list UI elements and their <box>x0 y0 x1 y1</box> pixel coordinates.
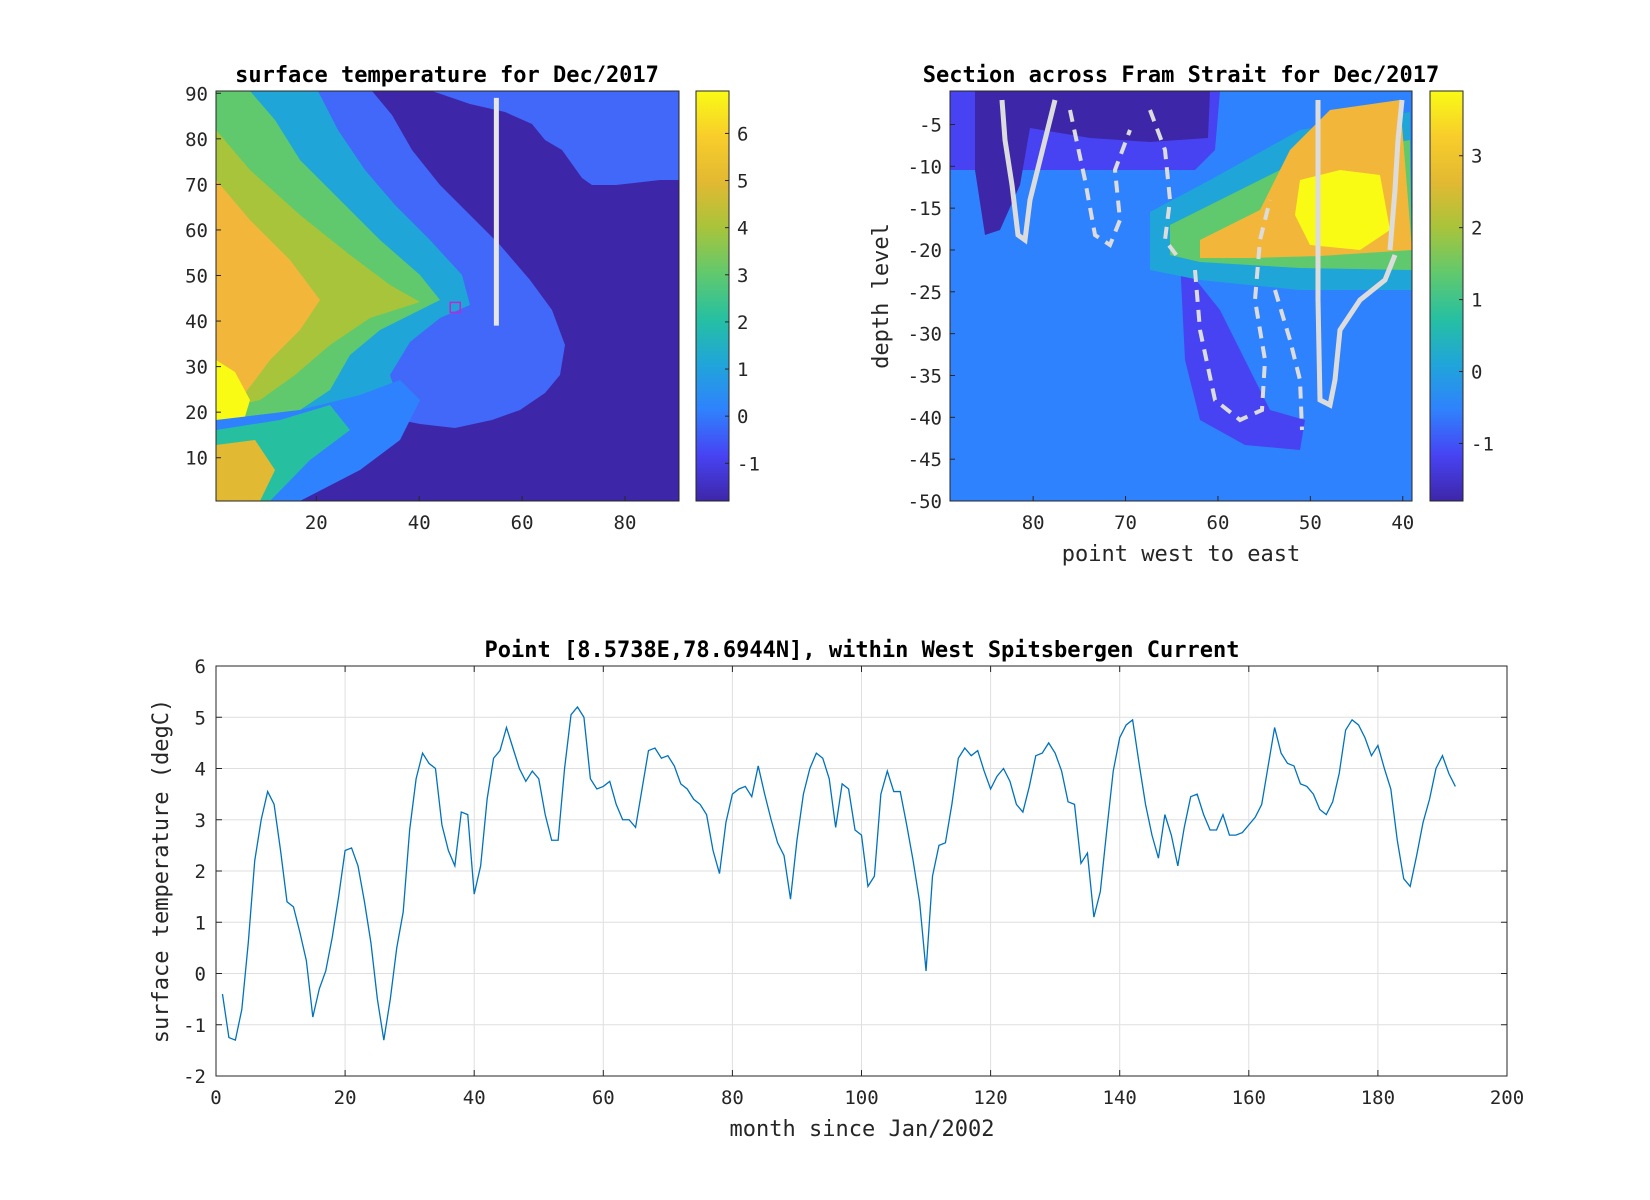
section-colorbar-tick-label: 3 <box>1471 146 1482 168</box>
section-yellow-core <box>1295 170 1390 250</box>
section-coldest-top <box>975 91 1210 235</box>
map-ytick-label: 60 <box>185 220 208 242</box>
map-field <box>216 91 679 501</box>
timeseries-xtick-label: 120 <box>973 1087 1007 1109</box>
timeseries-xlabel: month since Jan/2002 <box>730 1117 995 1142</box>
timeseries-xtick-label: 200 <box>1490 1087 1524 1109</box>
timeseries-grid <box>216 666 1507 1076</box>
map-ticks: 20 40 60 80 10 20 30 40 50 60 70 80 90 <box>185 83 636 534</box>
map-ytick-label: 70 <box>185 174 208 196</box>
timeseries-ytick-label: 2 <box>195 861 206 883</box>
timeseries-xtick-label: 60 <box>592 1087 615 1109</box>
map-colorbar-tick-label: 5 <box>737 171 748 193</box>
section-ytick-label: -45 <box>908 449 942 471</box>
map-colorbar <box>695 90 730 502</box>
timeseries-panel: Point [8.5738E,78.6944N], within West Sp… <box>149 638 1524 1142</box>
map-ytick-label: 30 <box>185 357 208 379</box>
section-xtick-label: 70 <box>1114 512 1137 534</box>
timeseries-ytick-label: 5 <box>195 707 206 729</box>
timeseries-ytick-label: -1 <box>183 1015 206 1037</box>
section-ytick-label: -35 <box>908 365 942 387</box>
section-ytick-label: -20 <box>908 240 942 262</box>
map-ytick-label: 50 <box>185 266 208 288</box>
section-xlabel: point west to east <box>1062 542 1300 567</box>
timeseries-xtick-label: 80 <box>721 1087 744 1109</box>
section-ytick-label: -25 <box>908 282 942 304</box>
map-colorbar-tick-label: 0 <box>737 406 748 428</box>
section-colorbar-ticks: -1 0 1 2 3 <box>1459 146 1494 455</box>
section-cold-pocket <box>1180 260 1305 450</box>
section-ytick-label: -15 <box>908 198 942 220</box>
timeseries-ytick-label: 4 <box>195 759 206 781</box>
map-ytick-label: 80 <box>185 129 208 151</box>
timeseries-ytick-label: 3 <box>195 810 206 832</box>
map-xtick-label: 20 <box>305 512 328 534</box>
map-xtick-label: 40 <box>408 512 431 534</box>
section-ticks: 80 70 60 50 40 -5 -10 -15 -20 -25 -30 -35 -40 -45 -50 <box>908 114 1415 534</box>
map-colorbar-tick-label: 6 <box>737 123 748 145</box>
timeseries-ylabel: surface temperature (degC) <box>149 699 174 1043</box>
timeseries-xtick-label: 20 <box>334 1087 357 1109</box>
map-colorbar-tick-label: -1 <box>737 453 760 475</box>
map-colorbar-ticks: -1 0 1 2 3 4 5 6 <box>725 123 760 475</box>
map-axes-box <box>215 90 680 502</box>
map-xtick-label: 60 <box>511 512 534 534</box>
section-ytick-label: -30 <box>908 324 942 346</box>
map-colorbar-tick-label: 1 <box>737 359 748 381</box>
timeseries-xtick-label: 160 <box>1232 1087 1266 1109</box>
section-colorbar-tick-label: 2 <box>1471 218 1482 240</box>
section-colorbar-tick-label: 0 <box>1471 362 1482 384</box>
timeseries-ytick-label: 0 <box>195 964 206 986</box>
map-panel: surface temperature for Dec/2017 20 40 60 8… <box>185 63 760 534</box>
section-xtick-label: 40 <box>1391 512 1414 534</box>
timeseries-ytick-label: 1 <box>195 912 206 934</box>
section-title: Section across Fram Strait for Dec/2017 <box>923 63 1440 88</box>
timeseries-line <box>221 705 1456 1042</box>
timeseries-xtick-label: 140 <box>1103 1087 1137 1109</box>
section-xtick-label: 50 <box>1299 512 1322 534</box>
map-warm-orange <box>216 180 320 420</box>
map-xtick-label: 80 <box>614 512 637 534</box>
section-xtick-label: 60 <box>1207 512 1230 534</box>
timeseries-title: Point [8.5738E,78.6944N], within West Sp… <box>485 638 1240 663</box>
section-axes-box <box>949 90 1413 502</box>
map-ytick-label: 40 <box>185 311 208 333</box>
section-ytick-label: -40 <box>908 407 942 429</box>
section-contour-dashed <box>1068 109 1304 431</box>
timeseries-xtick-label: 180 <box>1361 1087 1395 1109</box>
timeseries-xtick-label: 0 <box>210 1087 221 1109</box>
section-xtick-label: 80 <box>1022 512 1045 534</box>
timeseries-xtick-label: 100 <box>844 1087 878 1109</box>
timeseries-ytick-label: -2 <box>183 1066 206 1088</box>
section-colorbar-tick-label: 1 <box>1471 290 1482 312</box>
section-ytick-label: -10 <box>908 156 942 178</box>
map-title: surface temperature for Dec/2017 <box>235 63 659 88</box>
section-ytick-label: -50 <box>908 491 942 513</box>
section-contour-solid <box>999 99 1405 409</box>
section-colorbar-tick-label: -1 <box>1471 433 1494 455</box>
map-colorbar-tick-label: 4 <box>737 218 748 240</box>
map-ytick-label: 20 <box>185 402 208 424</box>
section-field <box>950 91 1412 501</box>
section-colorbar <box>1429 90 1464 502</box>
map-ytick-label: 10 <box>185 448 208 470</box>
section-ytick-label: -5 <box>919 114 942 136</box>
section-panel: Section across Fram Strait for Dec/2017 … <box>869 63 1494 567</box>
map-ytick-label: 90 <box>185 83 208 105</box>
timeseries-ytick-label: 6 <box>195 656 206 678</box>
map-lower-orange <box>216 440 275 501</box>
timeseries-xtick-label: 40 <box>463 1087 486 1109</box>
timeseries-ticks: 0 20 40 60 80 100 120 140 160 180 200 -2 -1 0 1 2 3 4 5 6 <box>183 656 1524 1109</box>
map-colorbar-tick-label: 3 <box>737 265 748 287</box>
section-ylabel: depth level <box>869 223 894 369</box>
point-marker <box>449 301 461 314</box>
map-colorbar-tick-label: 2 <box>737 312 748 334</box>
